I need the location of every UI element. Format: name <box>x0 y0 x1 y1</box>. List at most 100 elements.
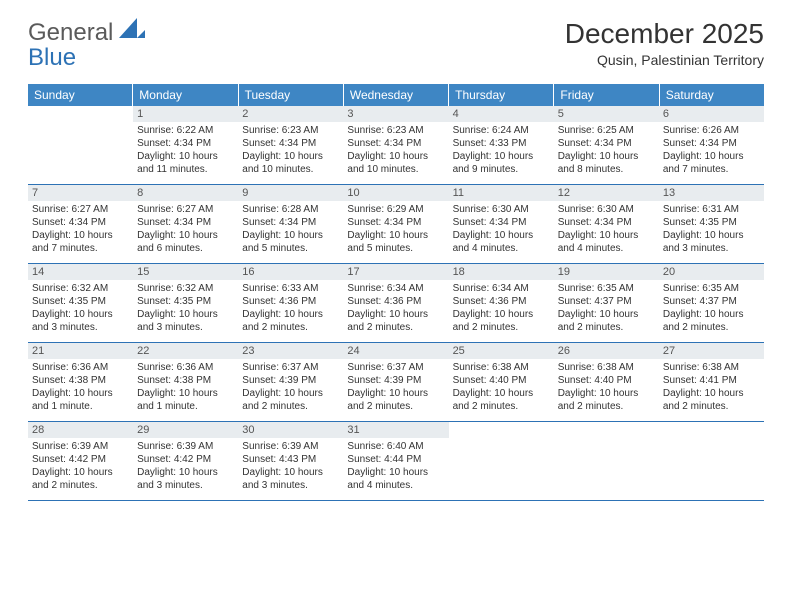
day-details: Sunrise: 6:24 AMSunset: 4:33 PMDaylight:… <box>453 124 550 176</box>
day-cell <box>554 422 659 500</box>
day-cell: 20 Sunrise: 6:35 AMSunset: 4:37 PMDayligh… <box>659 264 764 342</box>
day-details: Sunrise: 6:23 AMSunset: 4:34 PMDaylight:… <box>242 124 339 176</box>
day-details: Sunrise: 6:36 AMSunset: 4:38 PMDaylight:… <box>137 361 234 413</box>
title-block: December 2025 Qusin, Palestinian Territo… <box>565 18 764 68</box>
weekday-header: Thursday <box>449 84 554 106</box>
day-number: 16 <box>238 264 343 280</box>
logo: General <box>28 18 147 47</box>
day-cell: 19 Sunrise: 6:35 AMSunset: 4:37 PMDayligh… <box>554 264 659 342</box>
weekday-header: Saturday <box>660 84 764 106</box>
day-details: Sunrise: 6:38 AMSunset: 4:41 PMDaylight:… <box>663 361 760 413</box>
day-cell: 1 Sunrise: 6:22 AMSunset: 4:34 PMDaylight… <box>133 106 238 184</box>
weekday-header: Friday <box>554 84 659 106</box>
week-row: 28Sunrise: 6:39 AMSunset: 4:42 PMDayligh… <box>28 422 764 501</box>
day-cell: 29 Sunrise: 6:39 AMSunset: 4:42 PMDayligh… <box>133 422 238 500</box>
calendar: SundayMondayTuesdayWednesdayThursdayFrid… <box>28 84 764 501</box>
day-details: Sunrise: 6:25 AMSunset: 4:34 PMDaylight:… <box>558 124 655 176</box>
day-details: Sunrise: 6:35 AMSunset: 4:37 PMDaylight:… <box>558 282 655 334</box>
day-cell: 11Sunrise: 6:30 AMSunset: 4:34 PMDayligh… <box>449 185 554 263</box>
weekday-header: Sunday <box>28 84 133 106</box>
day-details: Sunrise: 6:32 AMSunset: 4:35 PMDaylight:… <box>137 282 234 334</box>
day-number: 18 <box>449 264 554 280</box>
header: General December 2025 Qusin, Palestinian… <box>0 0 792 76</box>
day-number: 29 <box>133 422 238 438</box>
day-cell: 15Sunrise: 6:32 AMSunset: 4:35 PMDayligh… <box>133 264 238 342</box>
day-cell <box>659 422 764 500</box>
day-details: Sunrise: 6:32 AMSunset: 4:35 PMDaylight:… <box>32 282 129 334</box>
day-details: Sunrise: 6:35 AMSunset: 4:37 PMDaylight:… <box>663 282 760 334</box>
weekday-header: Monday <box>133 84 238 106</box>
day-number: 7 <box>28 185 133 201</box>
day-number: 28 <box>28 422 133 438</box>
month-title: December 2025 <box>565 18 764 50</box>
weekday-header: Tuesday <box>239 84 344 106</box>
day-cell: 8 Sunrise: 6:27 AMSunset: 4:34 PMDaylight… <box>133 185 238 263</box>
day-cell: 22 Sunrise: 6:36 AMSunset: 4:38 PMDayligh… <box>133 343 238 421</box>
day-cell: 9 Sunrise: 6:28 AMSunset: 4:34 PMDaylight… <box>238 185 343 263</box>
day-number: 21 <box>28 343 133 359</box>
day-cell: 27Sunrise: 6:38 AMSunset: 4:41 PMDayligh… <box>659 343 764 421</box>
day-number: 13 <box>659 185 764 201</box>
day-details: Sunrise: 6:27 AMSunset: 4:34 PMDaylight:… <box>137 203 234 255</box>
day-details: Sunrise: 6:28 AMSunset: 4:34 PMDaylight:… <box>242 203 339 255</box>
day-number: 2 <box>238 106 343 122</box>
week-row: 7Sunrise: 6:27 AMSunset: 4:34 PMDaylight… <box>28 185 764 264</box>
day-number: 19 <box>554 264 659 280</box>
day-cell <box>28 106 133 184</box>
day-number: 1 <box>133 106 238 122</box>
day-details: Sunrise: 6:39 AMSunset: 4:42 PMDaylight:… <box>32 440 129 492</box>
week-row: 21Sunrise: 6:36 AMSunset: 4:38 PMDayligh… <box>28 343 764 422</box>
day-details: Sunrise: 6:37 AMSunset: 4:39 PMDaylight:… <box>242 361 339 413</box>
day-details: Sunrise: 6:33 AMSunset: 4:36 PMDaylight:… <box>242 282 339 334</box>
day-details: Sunrise: 6:29 AMSunset: 4:34 PMDaylight:… <box>347 203 444 255</box>
day-details: Sunrise: 6:40 AMSunset: 4:44 PMDaylight:… <box>347 440 444 492</box>
day-number: 22 <box>133 343 238 359</box>
logo-blue-row: Blue <box>28 44 76 72</box>
day-cell: 31 Sunrise: 6:40 AMSunset: 4:44 PMDayligh… <box>343 422 448 500</box>
day-details: Sunrise: 6:39 AMSunset: 4:42 PMDaylight:… <box>137 440 234 492</box>
day-cell: 7Sunrise: 6:27 AMSunset: 4:34 PMDaylight… <box>28 185 133 263</box>
weeks-container: 1 Sunrise: 6:22 AMSunset: 4:34 PMDaylight… <box>28 106 764 501</box>
day-details: Sunrise: 6:34 AMSunset: 4:36 PMDaylight:… <box>453 282 550 334</box>
day-number: 26 <box>554 343 659 359</box>
day-number: 25 <box>449 343 554 359</box>
day-cell: 5Sunrise: 6:25 AMSunset: 4:34 PMDaylight… <box>554 106 659 184</box>
day-details: Sunrise: 6:30 AMSunset: 4:34 PMDaylight:… <box>453 203 550 255</box>
day-number: 6 <box>659 106 764 122</box>
day-number: 10 <box>343 185 448 201</box>
day-details: Sunrise: 6:26 AMSunset: 4:34 PMDaylight:… <box>663 124 760 176</box>
day-details: Sunrise: 6:23 AMSunset: 4:34 PMDaylight:… <box>347 124 444 176</box>
day-cell: 16 Sunrise: 6:33 AMSunset: 4:36 PMDayligh… <box>238 264 343 342</box>
day-details: Sunrise: 6:37 AMSunset: 4:39 PMDaylight:… <box>347 361 444 413</box>
day-cell: 2 Sunrise: 6:23 AMSunset: 4:34 PMDaylight… <box>238 106 343 184</box>
day-number: 20 <box>659 264 764 280</box>
day-cell: 26 Sunrise: 6:38 AMSunset: 4:40 PMDayligh… <box>554 343 659 421</box>
day-cell: 21 Sunrise: 6:36 AMSunset: 4:38 PMDayligh… <box>28 343 133 421</box>
day-details: Sunrise: 6:39 AMSunset: 4:43 PMDaylight:… <box>242 440 339 492</box>
day-cell: 6 Sunrise: 6:26 AMSunset: 4:34 PMDaylight… <box>659 106 764 184</box>
logo-text-blue: Blue <box>28 44 76 71</box>
day-number: 23 <box>238 343 343 359</box>
week-row: 14Sunrise: 6:32 AMSunset: 4:35 PMDayligh… <box>28 264 764 343</box>
day-details: Sunrise: 6:38 AMSunset: 4:40 PMDaylight:… <box>558 361 655 413</box>
day-details: Sunrise: 6:22 AMSunset: 4:34 PMDaylight:… <box>137 124 234 176</box>
day-cell: 24Sunrise: 6:37 AMSunset: 4:39 PMDayligh… <box>343 343 448 421</box>
day-details: Sunrise: 6:36 AMSunset: 4:38 PMDaylight:… <box>32 361 129 413</box>
day-cell: 12Sunrise: 6:30 AMSunset: 4:34 PMDayligh… <box>554 185 659 263</box>
day-number: 4 <box>449 106 554 122</box>
day-cell <box>449 422 554 500</box>
day-cell: 10 Sunrise: 6:29 AMSunset: 4:34 PMDayligh… <box>343 185 448 263</box>
logo-sail-icon <box>119 18 145 47</box>
day-cell: 18 Sunrise: 6:34 AMSunset: 4:36 PMDayligh… <box>449 264 554 342</box>
location-label: Qusin, Palestinian Territory <box>565 52 764 68</box>
day-number: 14 <box>28 264 133 280</box>
day-number: 31 <box>343 422 448 438</box>
day-number: 9 <box>238 185 343 201</box>
day-number: 30 <box>238 422 343 438</box>
day-cell: 25Sunrise: 6:38 AMSunset: 4:40 PMDayligh… <box>449 343 554 421</box>
day-cell: 3Sunrise: 6:23 AMSunset: 4:34 PMDaylight… <box>343 106 448 184</box>
day-cell: 17Sunrise: 6:34 AMSunset: 4:36 PMDayligh… <box>343 264 448 342</box>
day-number: 8 <box>133 185 238 201</box>
weekday-header: Wednesday <box>344 84 449 106</box>
day-details: Sunrise: 6:30 AMSunset: 4:34 PMDaylight:… <box>558 203 655 255</box>
